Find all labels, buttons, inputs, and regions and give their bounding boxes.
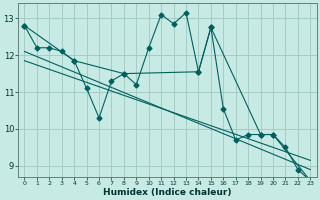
X-axis label: Humidex (Indice chaleur): Humidex (Indice chaleur) [103, 188, 232, 197]
